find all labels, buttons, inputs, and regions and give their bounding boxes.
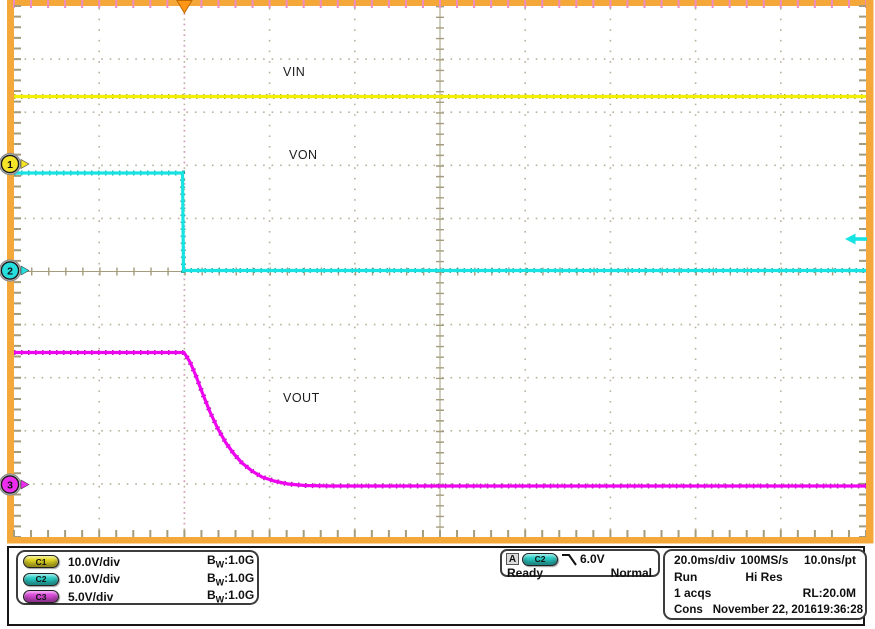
channel-1-row: C1 10.0V/div BW:1.0G [18, 553, 257, 570]
channel-1-scale: 10.0V/div [68, 554, 121, 569]
trigger-mode: Normal [610, 566, 652, 580]
status-panel: C1 10.0V/div BW:1.0G C2 10.0V/div BW:1.0… [7, 546, 867, 626]
svg-text:1: 1 [7, 159, 13, 171]
timebase-row-4: Cons November 22, 2016 19:36:28 [674, 602, 863, 619]
channel-1-bandwidth: BW:1.0G [207, 553, 255, 570]
vout-trace-label: VOUT [283, 391, 320, 405]
acquisition-count: 1 acqs [674, 586, 712, 601]
record-length: RL:20.0M [802, 586, 856, 601]
channel-3-position-marker[interactable]: 3 [0, 473, 30, 496]
channel-2-row: C2 10.0V/div BW:1.0G [18, 571, 257, 587]
channel-1-position-marker[interactable]: 1 [0, 152, 30, 176]
channel-2-position-marker[interactable]: 2 [0, 259, 30, 282]
trace-von [14, 171, 866, 273]
trigger-status-row: Ready Normal [502, 566, 658, 580]
timebase-row-3: 1 acqs RL:20.0M [674, 585, 856, 602]
timebase-box[interactable]: 20.0ms/div 100MS/s 10.0ns/pt Run Hi Res … [663, 549, 867, 620]
channel-2-badge[interactable]: C2 [23, 572, 59, 586]
sample-rate: 100MS/s [740, 553, 789, 568]
channel-2-bandwidth: BW:1.0G [207, 570, 255, 588]
timebase-row-2: Run Hi Res [674, 569, 856, 586]
run-state: Run [674, 569, 698, 584]
resolution: 10.0ns/pt [803, 553, 856, 568]
timebase-row-1: 20.0ms/div 100MS/s 10.0ns/pt [674, 552, 856, 569]
channel-3-bandwidth: BW:1.0G [207, 588, 255, 605]
vin-trace-label: VIN [283, 65, 306, 79]
time-value: 19:36:28 [816, 604, 863, 616]
channel-3-badge[interactable]: C3 [23, 590, 59, 603]
trigger-level-value: 6.0V [580, 552, 605, 566]
trigger-channel-badge[interactable]: C2 [522, 552, 558, 566]
timebase-scale: 20.0ms/div [674, 553, 736, 568]
channel-3-scale: 5.0V/div [68, 589, 114, 604]
date-value: November 22, 2016 [712, 604, 817, 616]
svg-text:2: 2 [7, 265, 13, 277]
von-trace-label: VON [289, 148, 318, 162]
waveform-svg: 1 2 3 [0, 0, 874, 544]
trace-vout [14, 350, 866, 488]
cons-label: Cons [674, 604, 703, 616]
channel-1-badge[interactable]: C1 [23, 555, 59, 568]
frame-right [866, 0, 874, 543]
channel-settings-box: C1 10.0V/div BW:1.0G C2 10.0V/div BW:1.0… [16, 550, 259, 605]
trigger-status: Ready [507, 566, 544, 580]
falling-edge-icon [562, 553, 577, 566]
trigger-source-row: A C2 6.0V [502, 551, 658, 566]
frame-bottom [7, 537, 873, 544]
trigger-position-marker[interactable] [176, 0, 193, 14]
acquisition-mode: Hi Res [745, 569, 783, 584]
svg-text:3: 3 [7, 479, 13, 491]
trigger-source-badge: A [506, 553, 519, 565]
trigger-box[interactable]: A C2 6.0V Ready Normal [500, 549, 660, 580]
trigger-level-marker[interactable] [845, 233, 867, 245]
channel-3-row: C3 5.0V/div BW:1.0G [18, 588, 257, 605]
channel-2-scale: 10.0V/div [68, 572, 121, 586]
